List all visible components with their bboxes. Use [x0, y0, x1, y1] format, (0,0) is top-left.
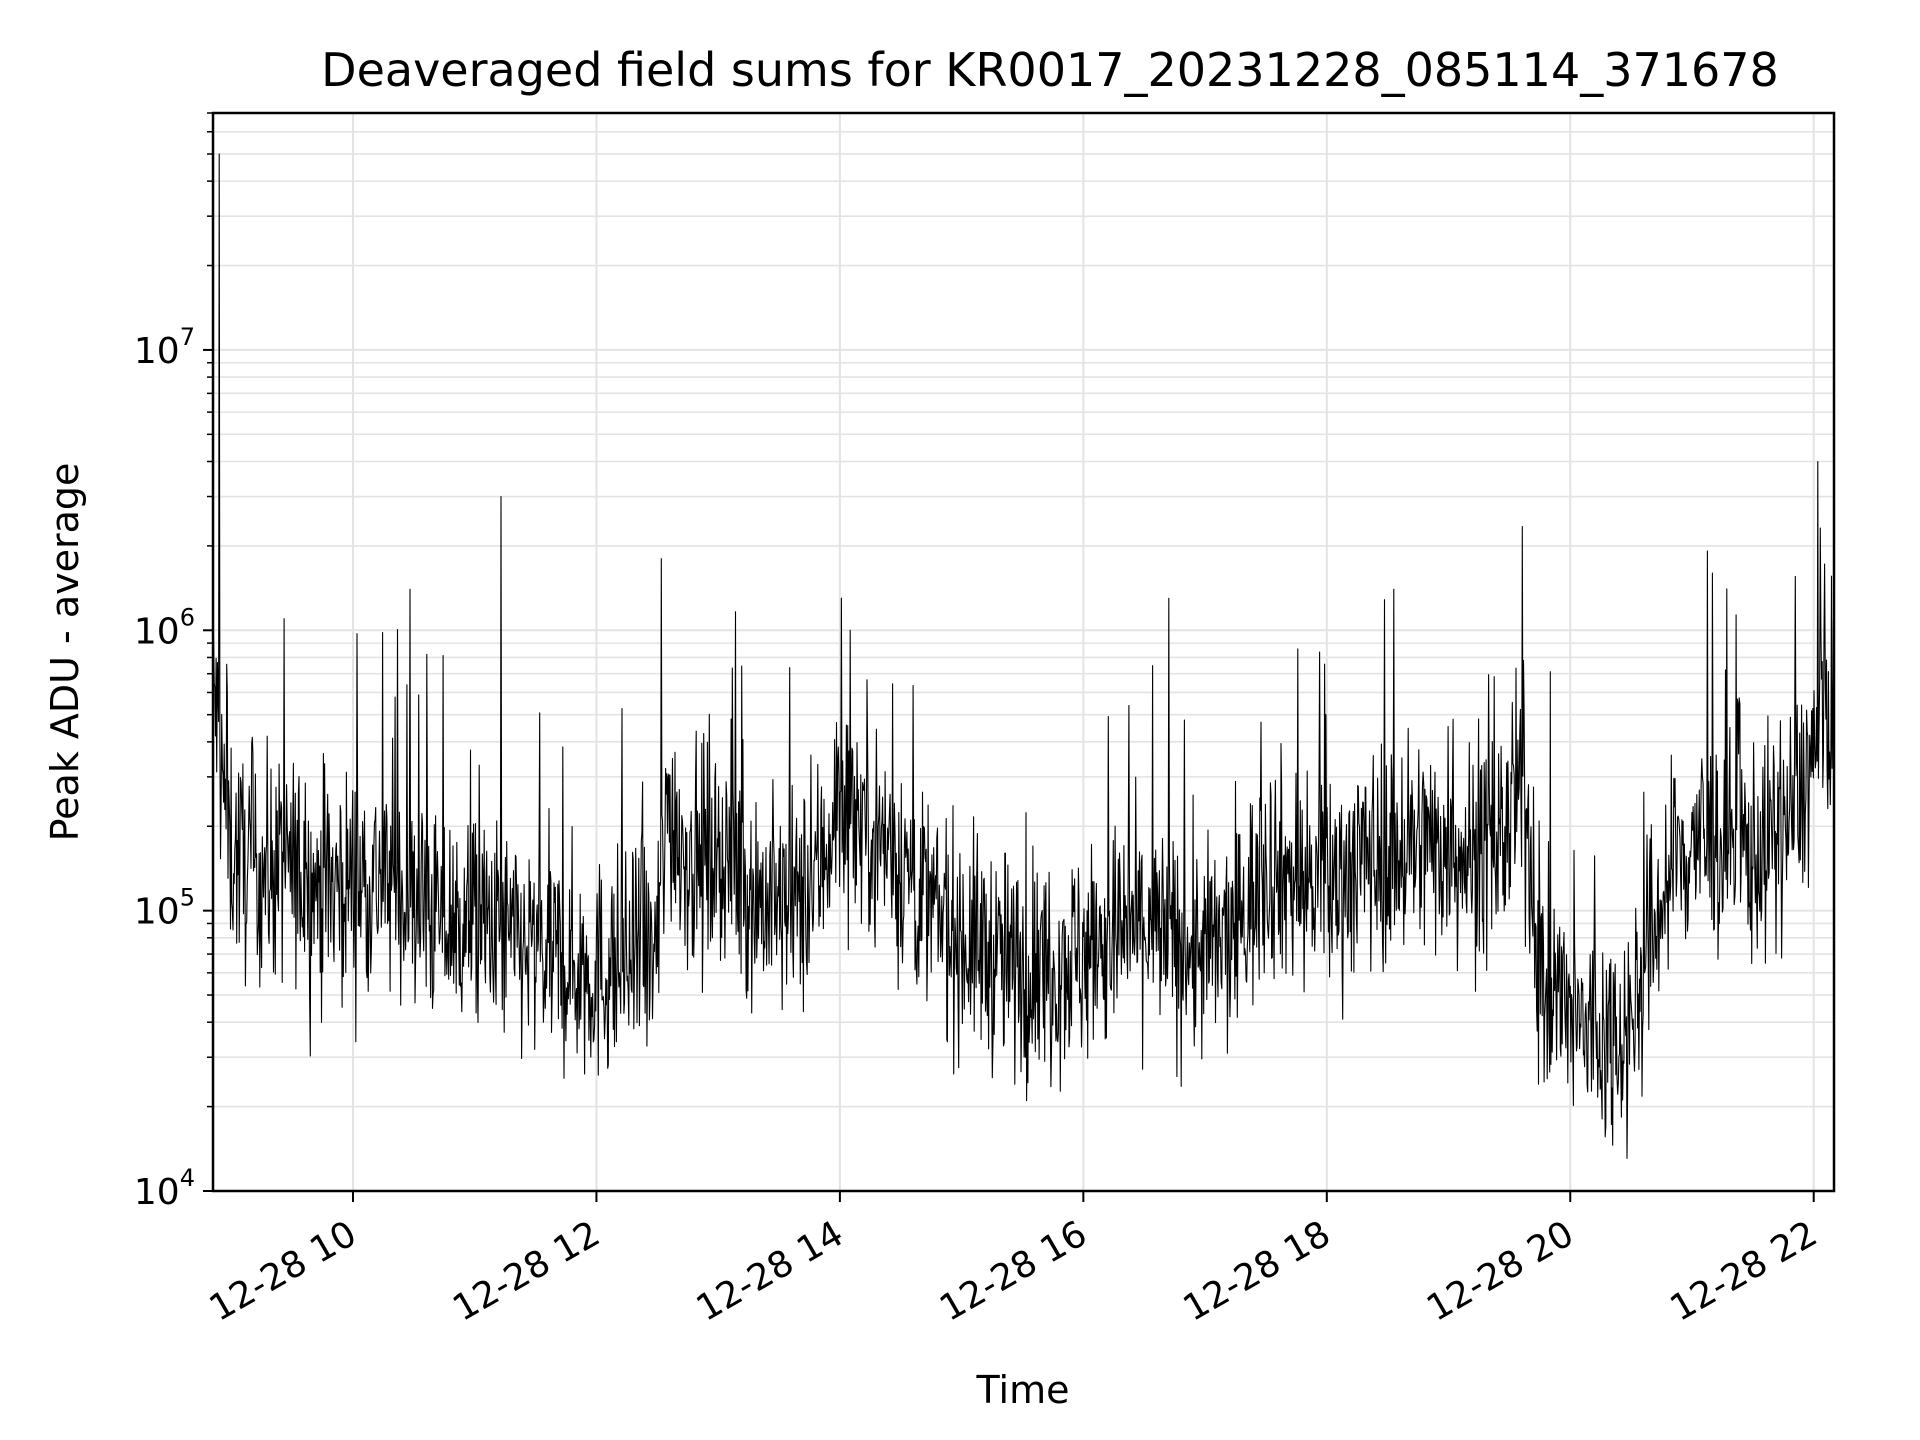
y-tick-label: 107: [134, 323, 195, 372]
x-axis-ticks: 12-28 10 12-28 12 12-28 14 12-28 16 12-28 18…: [203, 1191, 1824, 1330]
grid-lines: [213, 112, 1834, 1192]
series-line: [212, 153, 1835, 1159]
y-tick-label: 106: [134, 603, 195, 652]
x-tick-label: 12-28 14: [690, 1213, 851, 1329]
x-tick-label: 12-28 16: [933, 1213, 1094, 1329]
x-tick-label: 12-28 20: [1420, 1213, 1581, 1329]
chart-title: Deaveraged field sums for KR0017_2023122…: [321, 43, 1779, 97]
y-tick-label: 104: [134, 1164, 195, 1213]
x-tick-label: 12-28 22: [1664, 1213, 1825, 1329]
y-axis-ticks: 104 105 106 107: [134, 112, 213, 1213]
y-axis-label: Peak ADU - average: [43, 463, 87, 842]
x-axis-label: Time: [976, 1368, 1070, 1412]
y-tick-label: 105: [134, 884, 195, 933]
x-tick-label: 12-28 10: [203, 1213, 364, 1329]
x-tick-label: 12-28 18: [1177, 1213, 1338, 1329]
plot-frame: [211, 111, 1836, 1193]
x-tick-label: 12-28 12: [446, 1213, 607, 1329]
